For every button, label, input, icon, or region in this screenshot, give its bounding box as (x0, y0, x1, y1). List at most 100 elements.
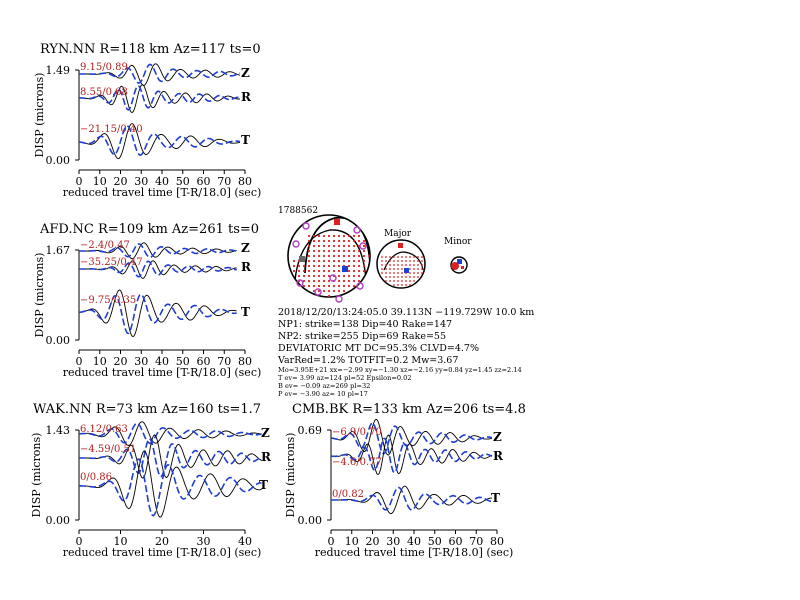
compression-dot (421, 268, 423, 270)
moment-tensor-line: Mo=3.95E+21 xx=−2.99 xy=−1.30 xz=−2.16 y… (278, 366, 522, 374)
compression-dot (381, 268, 383, 270)
compression-dot (409, 284, 411, 286)
x-tick-label: 70 (469, 535, 483, 548)
compression-dot (297, 274, 301, 278)
waveform-panel-ryn: RYN.NN R=118 km Az=117 ts=0 DISP (micron… (33, 42, 261, 199)
observed-trace-r (79, 84, 241, 114)
compression-dot (401, 256, 403, 258)
station-ring (302, 222, 310, 230)
panel-title: WAK.NN R=73 km Az=160 ts=1.7 (33, 402, 261, 417)
compression-dot (362, 254, 366, 258)
beachball-outline (376, 239, 426, 289)
x-axis-label: reduced travel time [T-R/18.0] (sec) (63, 546, 262, 559)
synthetic-trace-z (79, 63, 241, 84)
compression-dot (337, 249, 341, 253)
x-tick-label: 20 (114, 175, 128, 188)
compression-dot (322, 259, 326, 263)
y-max-label: 0.69 (298, 424, 323, 437)
compression-dot (327, 234, 331, 238)
compression-dot (312, 234, 316, 238)
compression-dot (362, 269, 366, 273)
compression-dot (417, 272, 419, 274)
compression-dot (393, 268, 395, 270)
compression-dot (413, 264, 415, 266)
x-tick-label: 70 (217, 355, 231, 368)
compression-dot (405, 284, 407, 286)
compression-dot (332, 234, 336, 238)
compression-dot (327, 264, 331, 268)
ratio-label-r: −35.25/0.47 (80, 257, 143, 268)
compression-dot (312, 284, 316, 288)
compression-dot (409, 260, 411, 262)
synthetic-trace-r (330, 437, 493, 474)
compression-dot (322, 254, 326, 258)
compression-dot (337, 274, 341, 278)
compression-dot (337, 269, 341, 273)
compression-dot (385, 260, 387, 262)
x-axis-label: reduced travel time [T-R/18.0] (sec) (63, 186, 262, 199)
compression-dot (317, 249, 321, 253)
x-tick-label: 10 (345, 535, 359, 548)
compression-dot (397, 276, 399, 278)
compression-dot (347, 254, 351, 258)
np1-line: NP1: strike=138 Dip=40 Rake=147 (278, 319, 452, 330)
compression-dot (381, 256, 383, 258)
compression-dot (307, 239, 311, 243)
compression-dot (327, 294, 331, 297)
compression-dot (421, 272, 423, 274)
compression-dot (332, 284, 336, 288)
compression-dot (389, 256, 391, 258)
synthetic-trace-t (78, 293, 237, 335)
compression-dot (332, 239, 336, 243)
y-axis-label: DISP (microns) (33, 253, 46, 338)
compression-dot (342, 244, 346, 248)
station-ring (359, 242, 367, 250)
compression-dot (409, 264, 411, 266)
compression-dot (297, 269, 301, 273)
compression-dot (421, 256, 423, 258)
compression-dot (409, 268, 411, 270)
compression-dot (413, 280, 415, 282)
compression-dot (401, 284, 403, 286)
compression-dot (317, 284, 321, 288)
ratio-label-z: 9.15/0.89 (80, 62, 128, 73)
compression-dot (312, 264, 316, 268)
compression-dot (332, 254, 336, 258)
ratio-label-z: −2.4/0.47 (80, 240, 130, 251)
compression-dot (352, 284, 356, 288)
compression-dot (357, 234, 361, 238)
compression-dot (397, 264, 399, 266)
compression-dot (327, 239, 331, 243)
station-ring (296, 279, 304, 287)
compression-dot (381, 264, 383, 266)
compression-dot (327, 289, 331, 293)
compression-dot (322, 234, 326, 238)
compression-dot (409, 276, 411, 278)
compression-dot (317, 274, 321, 278)
compression-dot (292, 269, 296, 273)
compression-dot (385, 276, 387, 278)
compression-dot (352, 249, 356, 253)
compression-dot (322, 279, 326, 283)
compression-dot (327, 259, 331, 263)
compression-dot (357, 274, 361, 278)
y-max-label: 1.43 (46, 424, 71, 437)
focal-mechanism-block: 1788562 Major (277, 206, 534, 398)
compression-dot (352, 234, 356, 238)
compression-dot (337, 234, 341, 238)
compression-dot (352, 239, 356, 243)
compression-dot (302, 264, 306, 268)
y-axis-label: DISP (microns) (30, 433, 43, 518)
x-tick-label: 30 (197, 535, 211, 548)
traces (78, 242, 237, 338)
compression-dot (385, 256, 387, 258)
compression-dot (297, 264, 301, 268)
x-tick-label: 40 (155, 355, 169, 368)
station-ring (356, 282, 364, 290)
x-tick-label: 0 (328, 535, 335, 548)
compression-dot (302, 274, 306, 278)
compression-dots (381, 256, 423, 286)
deviatoric-line: DEVIATORIC MT DC=95.3% CLVD=4.7% (278, 343, 479, 354)
x-tick-label: 30 (134, 175, 148, 188)
x-tick-label: 30 (134, 355, 148, 368)
